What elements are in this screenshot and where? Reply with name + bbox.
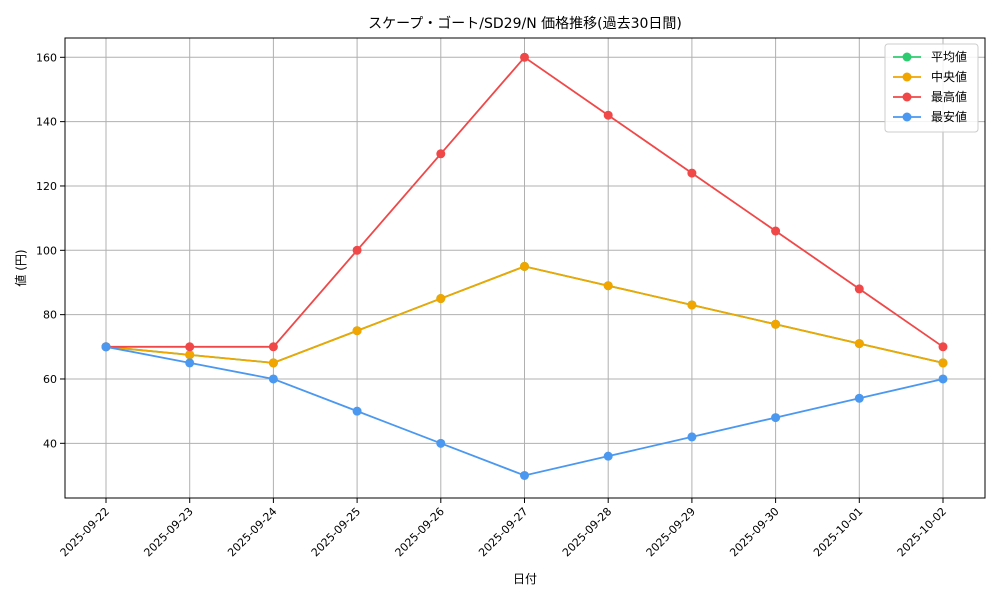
series-3 bbox=[101, 342, 948, 480]
legend-marker bbox=[902, 112, 912, 122]
data-point bbox=[771, 413, 781, 423]
tick-layer: 2025-09-22 2025-09-23 2025-09-24 2025-09-25… bbox=[36, 51, 949, 559]
data-point bbox=[854, 339, 864, 349]
data-point bbox=[603, 110, 613, 120]
y-tick-label: 60 bbox=[43, 373, 57, 386]
data-point bbox=[268, 342, 278, 352]
legend-label: 最高値 bbox=[931, 89, 967, 104]
series-layer bbox=[101, 52, 948, 480]
y-tick-label: 140 bbox=[36, 116, 57, 129]
x-tick-label: 2025-09-22 bbox=[58, 505, 112, 559]
data-point bbox=[520, 52, 529, 62]
data-point bbox=[603, 281, 613, 291]
x-tick-label: 2025-10-02 bbox=[895, 505, 949, 559]
x-tick-label: 2025-09-23 bbox=[141, 505, 195, 559]
x-tick-label: 2025-09-25 bbox=[309, 505, 363, 559]
x-tick-label: 2025-09-24 bbox=[225, 505, 279, 559]
y-axis-label: 値 (円) bbox=[13, 249, 28, 286]
data-point bbox=[938, 342, 948, 352]
data-point bbox=[854, 284, 864, 294]
data-point bbox=[938, 358, 948, 368]
data-point bbox=[268, 358, 278, 368]
data-point bbox=[520, 261, 529, 271]
data-point bbox=[352, 326, 362, 336]
data-point bbox=[101, 342, 111, 352]
data-point bbox=[938, 374, 948, 384]
data-point bbox=[687, 432, 697, 442]
data-point bbox=[436, 294, 446, 304]
legend-label: 平均値 bbox=[931, 49, 967, 64]
data-point bbox=[436, 438, 446, 448]
legend-marker bbox=[902, 92, 912, 102]
data-point bbox=[687, 300, 697, 310]
data-point bbox=[854, 393, 864, 403]
data-point bbox=[603, 451, 613, 461]
data-point bbox=[520, 470, 529, 480]
x-axis-label: 日付 bbox=[513, 572, 537, 586]
data-point bbox=[436, 149, 446, 159]
y-tick-label: 80 bbox=[43, 309, 57, 322]
legend-box bbox=[884, 43, 979, 133]
x-tick-label: 2025-09-27 bbox=[476, 505, 530, 559]
data-point bbox=[687, 168, 697, 178]
legend-label: 中央値 bbox=[931, 69, 967, 84]
y-tick-label: 160 bbox=[36, 51, 57, 64]
data-point bbox=[185, 350, 195, 360]
legend-marker bbox=[902, 52, 912, 62]
data-point bbox=[352, 245, 362, 255]
legend-label: 最安値 bbox=[931, 109, 967, 124]
legend-marker bbox=[902, 72, 912, 82]
x-tick-label: 2025-09-26 bbox=[393, 505, 447, 559]
data-point bbox=[268, 374, 278, 384]
x-tick-label: 2025-09-29 bbox=[644, 505, 698, 559]
chart-title: スケープ・ゴート/SD29/N 価格推移(過去30日間) bbox=[368, 15, 682, 32]
y-tick-label: 40 bbox=[43, 437, 57, 450]
y-tick-label: 100 bbox=[36, 244, 57, 257]
series-2 bbox=[101, 52, 948, 352]
data-point bbox=[185, 358, 195, 368]
data-point bbox=[185, 342, 195, 352]
x-tick-label: 2025-09-30 bbox=[727, 505, 781, 559]
x-tick-label: 2025-10-01 bbox=[811, 505, 865, 559]
data-point bbox=[352, 406, 362, 416]
data-point bbox=[771, 226, 781, 236]
y-tick-label: 120 bbox=[36, 180, 57, 193]
x-tick-label: 2025-09-28 bbox=[560, 505, 614, 559]
data-point bbox=[771, 319, 781, 329]
